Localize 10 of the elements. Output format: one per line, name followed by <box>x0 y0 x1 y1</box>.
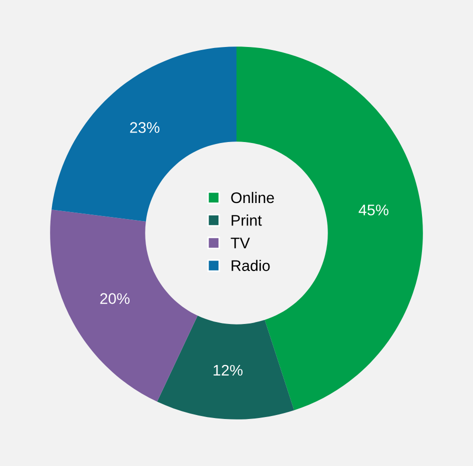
donut-slice <box>157 316 294 420</box>
data-label: 23% <box>130 122 160 133</box>
data-label: 45% <box>358 204 388 216</box>
data-label: 12% <box>214 364 243 376</box>
legend-label: Radio <box>232 260 270 272</box>
data-label: 20% <box>100 293 130 304</box>
legend-label: TV <box>230 238 250 248</box>
legend-label: Online <box>231 192 274 204</box>
legend-label: Print <box>232 214 262 226</box>
donut-slice <box>50 210 198 402</box>
